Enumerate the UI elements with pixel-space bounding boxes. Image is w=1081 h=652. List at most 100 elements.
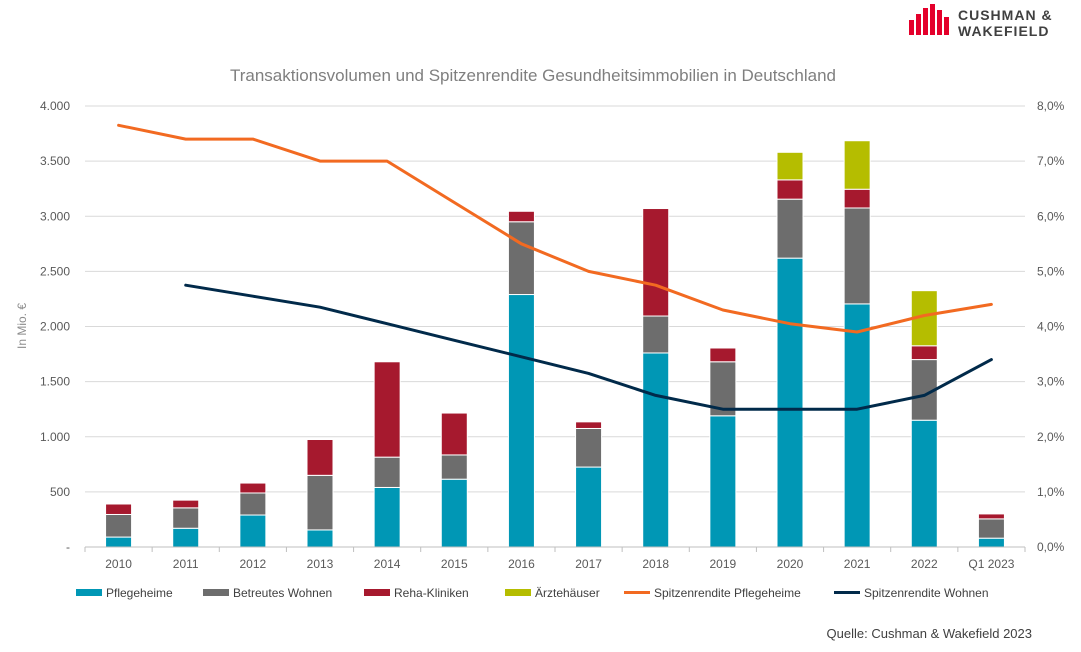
x-tick-label: 2022 xyxy=(911,557,938,571)
x-axis-ticks: 2010 2011 2012 2013 2014 2015 2016 2017 2018 2019… xyxy=(84,546,1026,571)
bar-segment xyxy=(239,482,267,494)
bar-segment xyxy=(306,474,334,531)
y-tick-label: 2.000 xyxy=(40,320,70,334)
brand-logo: CUSHMAN & WAKEFIELD xyxy=(909,4,1053,39)
legend-swatch xyxy=(364,589,390,596)
bar-segment xyxy=(440,478,468,548)
bar-segment xyxy=(843,303,871,548)
y2-tick-label: 6,0% xyxy=(1037,209,1065,223)
legend-label: Ärztehäuser xyxy=(535,586,600,600)
y-tick-label: 2.500 xyxy=(40,264,70,278)
x-tick-label: 2015 xyxy=(441,557,468,571)
y-tick-label: 500 xyxy=(50,485,70,499)
legend-item: Reha-Kliniken xyxy=(364,586,469,600)
y-tick-label: - xyxy=(66,540,70,554)
bar-segment xyxy=(776,257,804,548)
bar-segment xyxy=(910,345,938,361)
x-tick-label: 2021 xyxy=(844,557,871,571)
chart-title: Transaktionsvolumen und Spitzenrendite G… xyxy=(230,66,836,85)
bar-segment xyxy=(306,529,334,548)
y-tick-label: 3.000 xyxy=(40,209,70,223)
bar-segment xyxy=(306,439,334,476)
legend-swatch xyxy=(76,589,102,596)
legend-item: Spitzenrendite Pflegeheime xyxy=(624,586,801,600)
y2-axis-ticks: 0,0% 1,0% 2,0% 3,0% 4,0% 5,0% 6,0% 7,0% 8,0% xyxy=(1037,99,1065,554)
source-note: Quelle: Cushman & Wakefield 2023 xyxy=(827,626,1032,641)
brand-line-2: WAKEFIELD xyxy=(958,23,1049,39)
legend-item: Spitzenrendite Wohnen xyxy=(834,586,989,600)
legend-swatch xyxy=(203,589,229,596)
legend-label: Reha-Kliniken xyxy=(394,586,469,600)
y-axis-label: In Mio. € xyxy=(15,303,29,349)
bar-segment xyxy=(776,151,804,181)
bar-segment xyxy=(172,499,200,509)
y2-tick-label: 5,0% xyxy=(1037,264,1065,278)
x-tick-label: 2018 xyxy=(642,557,669,571)
bar-segment xyxy=(239,492,267,516)
y-tick-label: 1.500 xyxy=(40,375,70,389)
x-tick-label: Q1 2023 xyxy=(968,557,1014,571)
legend-item: Betreutes Wohnen xyxy=(203,586,332,600)
bar-segment xyxy=(642,315,670,354)
line-series xyxy=(117,123,993,411)
x-tick-label: 2019 xyxy=(710,557,737,571)
x-tick-label: 2020 xyxy=(777,557,804,571)
bar-segment xyxy=(575,427,603,468)
bar-segment xyxy=(776,198,804,259)
bar-segment xyxy=(373,486,401,548)
y-tick-label: 1.000 xyxy=(40,430,70,444)
x-tick-label: 2012 xyxy=(240,557,267,571)
y2-tick-label: 4,0% xyxy=(1037,320,1065,334)
legend-label: Spitzenrendite Wohnen xyxy=(864,586,989,600)
bar-segment xyxy=(105,536,133,548)
bar-segment xyxy=(373,456,401,488)
bar-segment xyxy=(440,412,468,456)
legend-item: Pflegeheime xyxy=(76,586,173,600)
bar-segment xyxy=(507,210,535,223)
bar-segment xyxy=(507,221,535,296)
brand-line-1: CUSHMAN & xyxy=(958,7,1053,23)
legend: Pflegeheime Betreutes Wohnen Reha-Kliniken… xyxy=(76,586,989,600)
bar-segment xyxy=(977,513,1005,520)
y2-tick-label: 2,0% xyxy=(1037,430,1065,444)
bar-segment xyxy=(507,294,535,548)
y-tick-label: 4.000 xyxy=(40,99,70,113)
x-tick-label: 2016 xyxy=(508,557,535,571)
bar-segment xyxy=(105,503,133,515)
legend-swatch xyxy=(505,589,531,596)
bar-series xyxy=(105,140,1005,548)
bar-segment xyxy=(709,347,737,363)
bar-segment xyxy=(843,188,871,209)
bar-segment xyxy=(977,537,1005,548)
bar-segment xyxy=(239,514,267,548)
legend-item: Ärztehäuser xyxy=(505,586,600,600)
y2-tick-label: 3,0% xyxy=(1037,375,1065,389)
y-axis-ticks: - 500 1.000 1.500 2.000 2.500 3.000 3.500 4.000 xyxy=(40,99,70,554)
bar-segment xyxy=(709,415,737,548)
bar-segment xyxy=(910,419,938,548)
series-line xyxy=(117,123,993,334)
bar-segment xyxy=(440,454,468,480)
bar-segment xyxy=(575,421,603,429)
x-tick-label: 2011 xyxy=(173,557,199,571)
y2-tick-label: 8,0% xyxy=(1037,99,1065,113)
y2-tick-label: 7,0% xyxy=(1037,154,1065,168)
bar-segment xyxy=(642,208,670,317)
bar-segment xyxy=(843,207,871,305)
bar-segment xyxy=(172,527,200,548)
x-tick-label: 2017 xyxy=(575,557,602,571)
brand-mark xyxy=(909,4,949,35)
bar-segment xyxy=(575,466,603,548)
y-tick-label: 3.500 xyxy=(40,154,70,168)
x-tick-label: 2013 xyxy=(307,557,334,571)
bar-segment xyxy=(843,140,871,190)
series-line xyxy=(184,283,993,411)
bar-segment xyxy=(105,513,133,538)
bar-segment xyxy=(373,361,401,458)
legend-label: Pflegeheime xyxy=(106,586,173,600)
y2-tick-label: 0,0% xyxy=(1037,540,1065,554)
x-tick-label: 2014 xyxy=(374,557,401,571)
y2-tick-label: 1,0% xyxy=(1037,485,1065,499)
legend-label: Betreutes Wohnen xyxy=(233,586,332,600)
